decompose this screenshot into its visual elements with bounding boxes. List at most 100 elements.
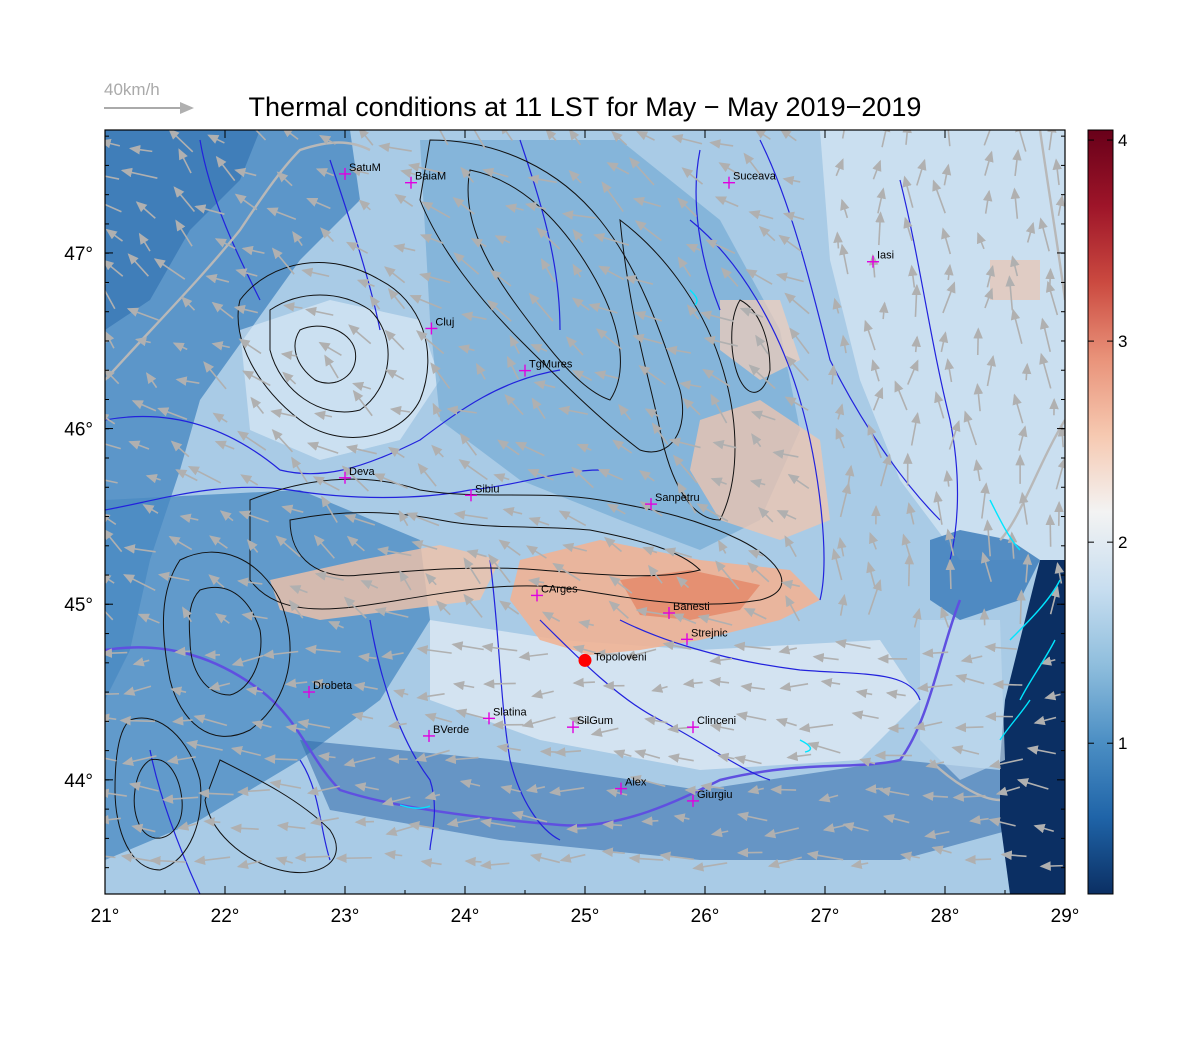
wind-arrow xyxy=(659,851,694,862)
wind-arrow xyxy=(945,528,955,556)
wind-arrow xyxy=(415,330,445,355)
wind-arrow xyxy=(271,429,294,453)
wind-arrow xyxy=(393,688,409,699)
wind-arrow xyxy=(851,710,879,720)
wind-arrow xyxy=(473,130,486,149)
wind-arrow xyxy=(677,256,692,277)
wind-arrow xyxy=(822,823,845,833)
wind-arrow xyxy=(710,827,729,838)
wind-arrow xyxy=(840,198,850,219)
wind-arrow xyxy=(138,232,151,252)
wind-arrow xyxy=(451,641,484,651)
wind-arrow xyxy=(924,829,950,840)
wind-arrow xyxy=(313,534,335,559)
city-marker: BaiaM xyxy=(405,171,446,189)
wind-arrow xyxy=(238,510,269,523)
wind-arrow xyxy=(378,142,412,153)
city-marker: Slatina xyxy=(483,706,528,725)
wind-arrow xyxy=(1022,553,1033,583)
wind-arrow xyxy=(903,216,913,242)
wind-arrow xyxy=(275,535,301,558)
wind-arrow xyxy=(207,134,225,144)
wind-arrow xyxy=(246,539,259,553)
wind-arrow xyxy=(597,468,623,481)
wind-arrow xyxy=(356,279,375,289)
axis-ticks xyxy=(104,130,1066,894)
wind-arrow xyxy=(105,528,123,553)
wind-arrow xyxy=(348,324,372,345)
wind-arrow xyxy=(389,405,411,416)
wind-arrow xyxy=(568,169,582,184)
wind-arrow xyxy=(613,749,632,759)
wind-arrow xyxy=(984,150,994,176)
field-patch-central-plain xyxy=(430,620,920,770)
wind-arrow xyxy=(175,469,198,482)
topoloveni-marker xyxy=(578,653,592,667)
wind-arrow xyxy=(902,175,914,208)
wind-arrow xyxy=(281,504,304,514)
wind-arrow xyxy=(170,686,187,696)
wind-arrow xyxy=(262,649,299,660)
wind-arrow xyxy=(608,600,629,619)
wind-arrow xyxy=(907,359,919,385)
wind-arrow xyxy=(533,380,556,390)
map-field-layer xyxy=(105,130,1065,894)
wind-arrow xyxy=(647,564,663,584)
city-label: BVerde xyxy=(433,724,469,736)
wind-arrow xyxy=(381,650,404,660)
wind-arrow xyxy=(463,557,481,585)
wind-arrow xyxy=(351,711,374,722)
wind-arrow xyxy=(459,778,481,789)
wind-arrow xyxy=(720,267,739,287)
wind-arrow xyxy=(785,595,801,622)
wind-arrow xyxy=(185,739,223,751)
wind-arrow xyxy=(105,689,120,699)
wind-arrow xyxy=(984,642,1017,653)
wind-arrow xyxy=(105,713,117,724)
wind-arrow xyxy=(168,130,194,153)
wind-arrow xyxy=(748,210,774,220)
wind-arrow xyxy=(734,755,762,765)
wind-arrow xyxy=(863,319,876,351)
wind-arrow xyxy=(173,186,196,212)
wind-arrow xyxy=(1012,393,1024,424)
wind-arrow xyxy=(320,227,335,243)
wind-arrow xyxy=(458,459,488,481)
wind-arrow xyxy=(354,782,379,792)
wind-arrow xyxy=(593,233,630,246)
wind-arrow xyxy=(528,516,550,527)
wind-arrow xyxy=(1045,280,1059,316)
lon-tick-label: 24° xyxy=(451,906,480,927)
wind-arrow xyxy=(758,506,774,523)
wind-arrow xyxy=(488,553,511,584)
wind-arrow xyxy=(311,678,330,689)
wind-arrow xyxy=(747,549,764,559)
wind-arrow xyxy=(718,162,741,176)
wind-arrow xyxy=(236,786,270,797)
wind-arrow xyxy=(983,130,991,146)
wind-arrow xyxy=(432,402,442,418)
city-label: SatuM xyxy=(349,162,381,174)
wind-arrow xyxy=(951,745,980,755)
wind-arrow xyxy=(1021,362,1032,381)
wind-arrow xyxy=(947,130,951,147)
wind-arrow xyxy=(1007,531,1018,559)
map-title: Thermal conditions at 11 LST for May − M… xyxy=(248,92,922,122)
wind-arrow xyxy=(671,134,703,145)
wind-arrow xyxy=(980,482,990,519)
wind-arrow xyxy=(358,130,374,146)
wind-arrow xyxy=(409,294,442,309)
wind-arrow xyxy=(988,817,1016,827)
city-marker: TgMures xyxy=(519,359,573,377)
wind-arrow xyxy=(289,585,308,595)
wind-arrow xyxy=(219,510,234,522)
wind-arrow xyxy=(747,562,770,583)
wind-arrow xyxy=(209,535,228,549)
city-label: Sanpetru xyxy=(655,492,700,504)
wind-arrow xyxy=(624,648,657,660)
wind-arrow xyxy=(319,135,336,145)
wind-arrow xyxy=(943,470,953,487)
wind-arrow xyxy=(328,621,344,631)
wind-arrow xyxy=(710,393,728,424)
